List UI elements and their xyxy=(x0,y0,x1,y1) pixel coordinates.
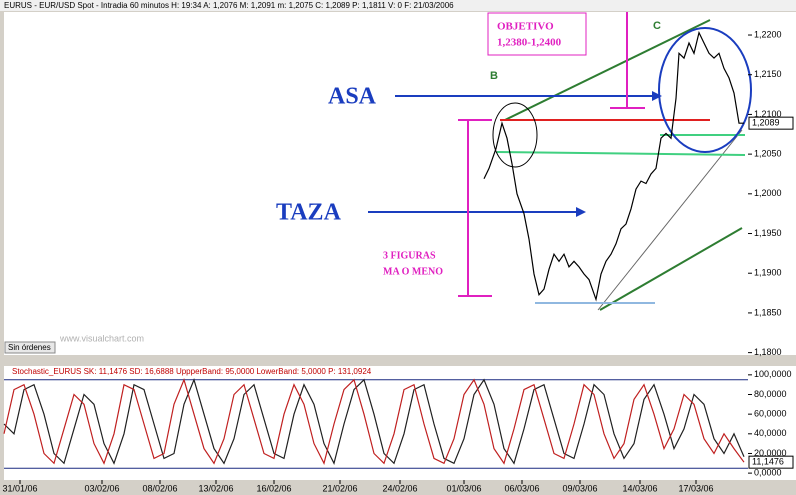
target-box xyxy=(487,12,587,56)
y-tick-label: 1,2200 xyxy=(754,29,782,39)
arrowhead xyxy=(652,91,662,101)
y-tick-label: 1,1800 xyxy=(754,347,782,357)
x-tick-label: 03/02/06 xyxy=(84,483,119,493)
point-label: B xyxy=(490,70,498,82)
range-label: 3 FIGURAS xyxy=(383,250,436,261)
series-line xyxy=(3,377,745,465)
x-tick-label: 09/03/06 xyxy=(562,483,597,493)
y-tick-label: 1,2150 xyxy=(754,69,782,79)
x-tick-label: 08/02/06 xyxy=(142,483,177,493)
range-label: MA O MENO xyxy=(383,266,443,277)
ellipse xyxy=(658,27,752,153)
status-box xyxy=(4,341,56,354)
price-plot xyxy=(4,12,748,355)
x-tick-label: 31/01/06 xyxy=(2,483,37,493)
asa-label: ASA xyxy=(328,84,377,110)
x-tick-label: 16/02/06 xyxy=(256,483,291,493)
x-tick-label: 06/03/06 xyxy=(504,483,539,493)
x-tick-label: 14/03/06 xyxy=(622,483,657,493)
stoch-title: Stochastic_EURUS SK: 11,1476 SD: 16,6888… xyxy=(12,367,372,376)
y-tick-label: 1,2000 xyxy=(754,188,782,198)
header-bar xyxy=(0,0,796,11)
y-tick-label: 1,1850 xyxy=(754,307,782,317)
series-line xyxy=(3,377,745,465)
y-tick-label: 20,0000 xyxy=(754,448,787,458)
taza-label: TAZA xyxy=(276,200,342,226)
x-tick-label: 21/02/06 xyxy=(322,483,357,493)
x-tick-label: 01/03/06 xyxy=(446,483,481,493)
y-tick-label: 80,0000 xyxy=(754,389,787,399)
last-value-label: 1,2089 xyxy=(752,118,780,128)
trendline xyxy=(599,227,743,311)
last-value-label: 11,1476 xyxy=(752,457,784,467)
trendline xyxy=(597,129,743,311)
price-axis xyxy=(748,12,796,355)
y-tick-label: 60,0000 xyxy=(754,409,787,419)
header: EURUS - EUR/USD Spot - Intradia 60 minut… xyxy=(4,1,454,10)
y-tick-label: 1,2050 xyxy=(754,148,782,158)
level-line xyxy=(496,151,746,156)
y-tick-label: 100,0000 xyxy=(754,369,792,379)
series-line xyxy=(483,30,744,302)
target-range: 1,2380-1,2400 xyxy=(497,37,562,49)
watermark: www.visualchart.com xyxy=(59,333,144,343)
annotations xyxy=(368,12,752,311)
point-label: C xyxy=(653,20,661,32)
status: Sin órdenes xyxy=(8,343,51,352)
y-tick-label: 0,0000 xyxy=(754,467,782,477)
x-tick-label: 24/02/06 xyxy=(382,483,417,493)
arrowhead xyxy=(576,207,586,217)
ellipse xyxy=(492,102,538,168)
last-value-box xyxy=(748,116,794,130)
y-tick-label: 1,2100 xyxy=(754,109,782,119)
y-tick-label: 40,0000 xyxy=(754,428,787,438)
trendline xyxy=(504,19,711,121)
x-tick-label: 17/03/06 xyxy=(678,483,713,493)
target-title: OBJETIVO xyxy=(497,21,554,33)
last-value-box xyxy=(748,455,794,469)
x-tick-label: 13/02/06 xyxy=(198,483,233,493)
y-tick-label: 1,1900 xyxy=(754,268,782,278)
y-tick-label: 1,1950 xyxy=(754,228,782,238)
